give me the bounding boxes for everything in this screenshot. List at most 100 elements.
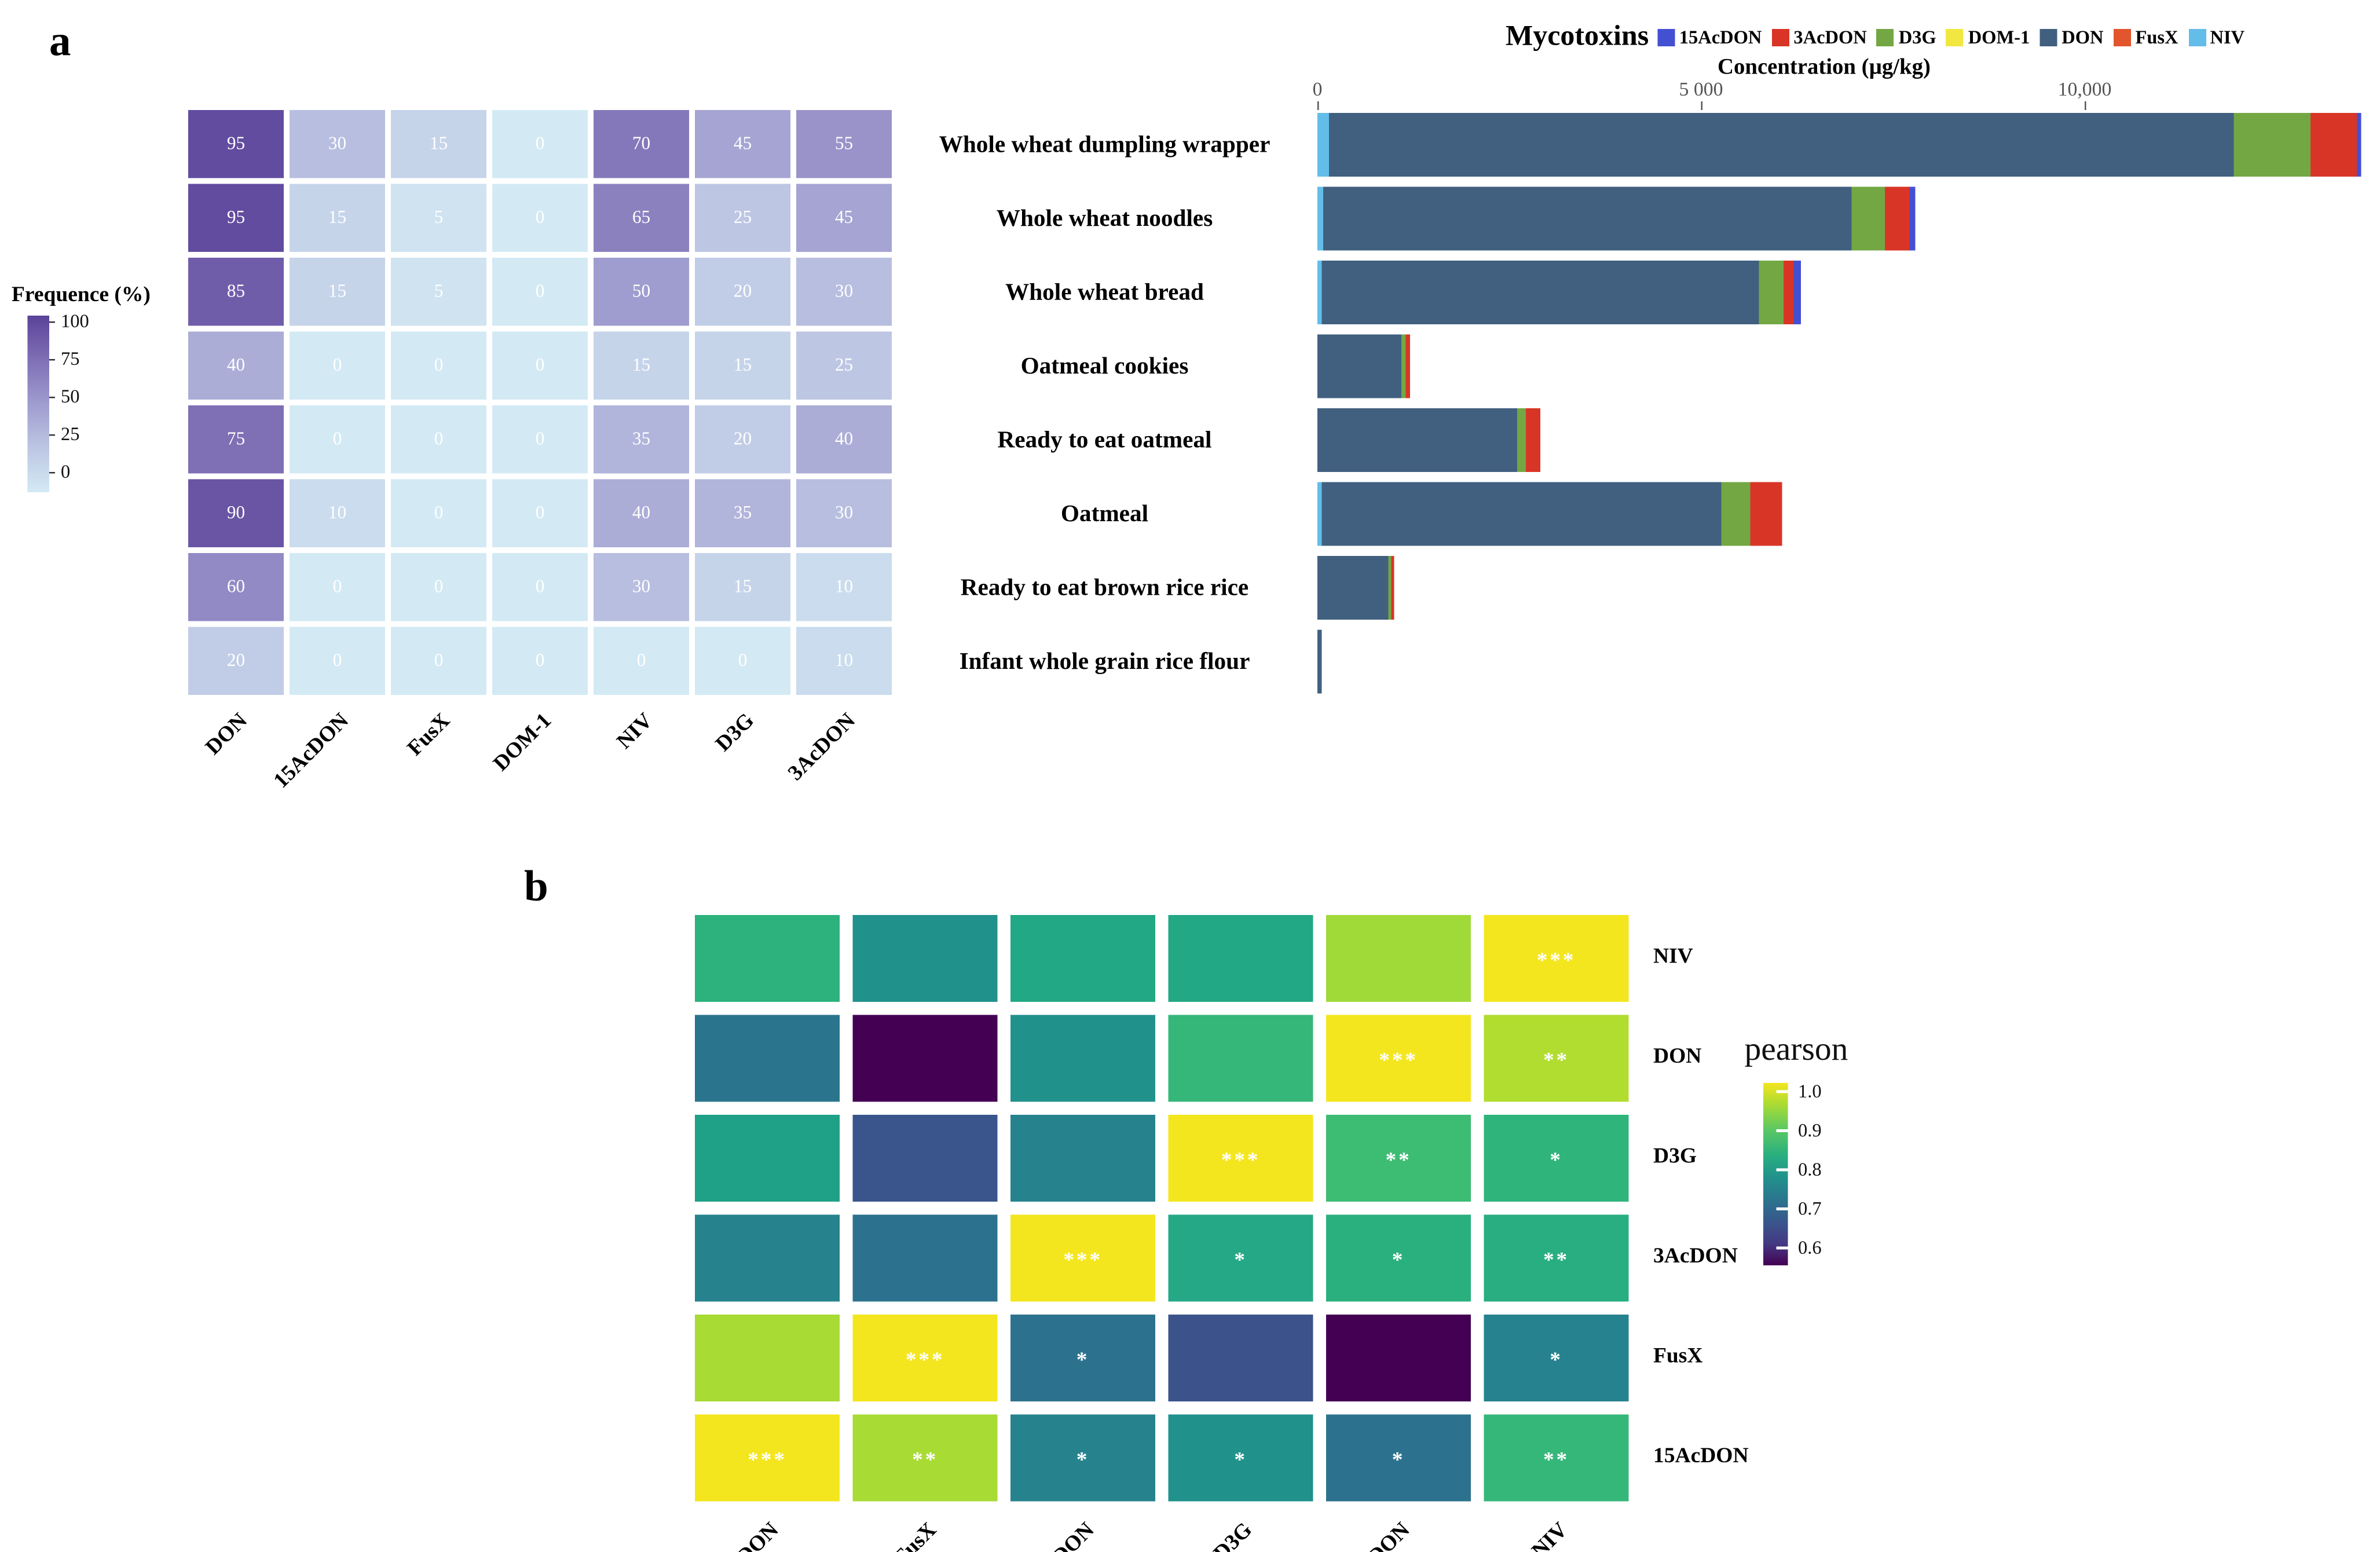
frequency-cell: 60 bbox=[188, 553, 284, 621]
legend-item-label: DOM-1 bbox=[1968, 25, 2030, 47]
legend-item-niv: NIV bbox=[2188, 25, 2244, 49]
correlation-cell: * bbox=[1326, 1414, 1471, 1502]
concentration-tick-label: 5 000 bbox=[1679, 78, 1723, 100]
correlation-row-label: 3AcDON bbox=[1653, 1245, 1738, 1268]
legend-swatch-icon bbox=[2113, 28, 2131, 46]
bar-segment-3acdon bbox=[1750, 481, 1782, 546]
significance-stars: ** bbox=[912, 1449, 938, 1473]
frequency-column-label: DON bbox=[202, 709, 252, 760]
correlation-cell: ** bbox=[1326, 1115, 1471, 1202]
significance-stars: *** bbox=[905, 1349, 945, 1372]
correlation-cell bbox=[852, 1015, 998, 1102]
food-row-label: Whole wheat bread bbox=[1005, 277, 1204, 305]
frequency-cell: 0 bbox=[290, 553, 385, 621]
frequency-cell: 20 bbox=[188, 627, 284, 695]
legend-item-label: 15AcDON bbox=[1679, 25, 1762, 47]
bar-segment-3acdon bbox=[1884, 186, 1910, 250]
correlation-cell: * bbox=[1168, 1414, 1313, 1502]
pearson-legend-tick-mark bbox=[1776, 1129, 1788, 1132]
frequency-cell: 40 bbox=[188, 331, 284, 400]
stacked-bar bbox=[1317, 186, 1916, 250]
correlation-cell bbox=[852, 1115, 998, 1202]
correlation-row-label: D3G bbox=[1653, 1145, 1697, 1169]
frequency-cell: 0 bbox=[391, 553, 486, 621]
significance-stars: *** bbox=[1221, 1150, 1261, 1173]
correlation-cell: * bbox=[1168, 1214, 1313, 1302]
stacked-bar bbox=[1317, 334, 1409, 398]
frequency-legend-tick-label: 50 bbox=[61, 385, 80, 407]
pearson-legend-tick-label: 0.9 bbox=[1798, 1119, 1822, 1141]
frequency-cell: 0 bbox=[492, 553, 588, 621]
stacked-bar bbox=[1317, 259, 1801, 324]
frequency-cell: 5 bbox=[391, 258, 486, 326]
frequency-cell: 30 bbox=[594, 553, 689, 621]
bar-segment-15acdon bbox=[1793, 259, 1801, 324]
legend-item-don: DON bbox=[2040, 25, 2103, 49]
frequency-legend-title: Frequence (%) bbox=[12, 284, 151, 307]
pearson-legend-gradient bbox=[1763, 1083, 1788, 1265]
frequency-cell: 0 bbox=[594, 627, 689, 695]
significance-stars: * bbox=[1076, 1449, 1090, 1473]
frequency-cell: 0 bbox=[695, 627, 790, 695]
pearson-legend-tick-label: 1.0 bbox=[1798, 1080, 1822, 1102]
frequency-cell: 55 bbox=[796, 110, 892, 178]
legend-item-dom-1: DOM-1 bbox=[1946, 25, 2030, 49]
correlation-column-label: DON bbox=[1364, 1518, 1415, 1552]
significance-stars: * bbox=[1076, 1349, 1090, 1372]
legend-swatch-icon bbox=[2040, 28, 2057, 46]
frequency-cell: 0 bbox=[492, 479, 588, 547]
bar-segment-don bbox=[1317, 334, 1402, 398]
significance-stars: *** bbox=[1536, 950, 1576, 973]
frequency-legend-gradient bbox=[27, 316, 49, 492]
significance-stars: *** bbox=[1063, 1249, 1103, 1273]
correlation-cell: *** bbox=[695, 1414, 840, 1502]
bar-segment-don bbox=[1328, 112, 2235, 176]
correlation-column-label: D3G bbox=[1210, 1518, 1257, 1552]
frequency-cell: 0 bbox=[290, 331, 385, 400]
correlation-cell bbox=[1010, 915, 1155, 1002]
frequency-legend-tick-label: 75 bbox=[61, 347, 80, 369]
bar-segment-3acdon bbox=[1405, 334, 1409, 398]
bar-segment-don bbox=[1321, 259, 1759, 324]
bar-segment-niv bbox=[1317, 112, 1329, 176]
correlation-cell: ** bbox=[852, 1414, 998, 1502]
legend-item-15acdon: 15AcDON bbox=[1657, 25, 1762, 49]
legend-item-label: NIV bbox=[2210, 25, 2245, 47]
frequency-cell: 20 bbox=[695, 258, 790, 326]
bar-segment-don bbox=[1317, 407, 1517, 471]
correlation-cell: * bbox=[1326, 1214, 1471, 1302]
significance-stars: * bbox=[1392, 1449, 1405, 1473]
frequency-cell: 0 bbox=[492, 331, 588, 400]
frequency-legend-tick-label: 100 bbox=[61, 310, 89, 332]
frequency-cell: 15 bbox=[594, 331, 689, 400]
frequency-cell: 50 bbox=[594, 258, 689, 326]
frequency-cell: 95 bbox=[188, 110, 284, 178]
legend-swatch-icon bbox=[1877, 28, 1895, 46]
food-row-label: Infant whole grain rice flour bbox=[959, 646, 1250, 674]
correlation-cell: * bbox=[1484, 1315, 1629, 1401]
food-row-label: Oatmeal bbox=[1060, 499, 1149, 526]
frequency-cell: 0 bbox=[290, 405, 385, 474]
frequency-cell: 40 bbox=[594, 479, 689, 547]
frequency-cell: 85 bbox=[188, 258, 284, 326]
food-row-label: Ready to eat oatmeal bbox=[997, 424, 1212, 453]
correlation-cell bbox=[695, 915, 840, 1002]
bar-segment-d3g bbox=[1720, 481, 1751, 546]
frequency-legend-tick-mark bbox=[49, 471, 55, 473]
legend-swatch-icon bbox=[1657, 28, 1675, 46]
frequency-cell: 0 bbox=[391, 405, 486, 474]
frequency-cell: 25 bbox=[796, 331, 892, 400]
frequency-cell: 0 bbox=[492, 258, 588, 326]
correlation-cell: *** bbox=[1168, 1115, 1313, 1202]
correlation-cell: * bbox=[1010, 1414, 1155, 1502]
correlation-cell: *** bbox=[852, 1315, 998, 1401]
legend-item-label: FusX bbox=[2135, 25, 2178, 47]
pearson-legend-tick-label: 0.8 bbox=[1798, 1158, 1822, 1180]
significance-stars: *** bbox=[1379, 1049, 1418, 1073]
pearson-legend-tick-mark bbox=[1776, 1169, 1788, 1171]
frequency-cell: 30 bbox=[796, 479, 892, 547]
correlation-cell bbox=[695, 1015, 840, 1102]
frequency-cell: 0 bbox=[492, 184, 588, 252]
concentration-tick-label: 10,000 bbox=[2057, 78, 2112, 100]
significance-stars: * bbox=[1234, 1449, 1247, 1473]
